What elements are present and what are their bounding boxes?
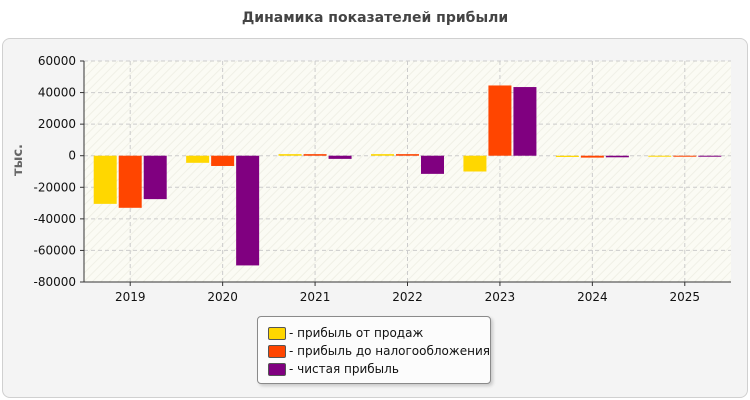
bar	[421, 155, 444, 174]
bar	[673, 155, 697, 157]
bar	[513, 87, 537, 156]
bar	[328, 155, 352, 159]
bar	[186, 155, 210, 163]
bar	[605, 155, 629, 158]
legend-item: - прибыль от продаж	[268, 324, 423, 342]
x-tick-label: 2020	[207, 290, 238, 304]
bar	[118, 155, 142, 208]
y-tick-label: 20000	[38, 117, 76, 131]
legend-swatch-sales	[268, 326, 286, 340]
bar	[555, 155, 579, 157]
y-tick-label: 40000	[38, 86, 76, 100]
bar	[278, 154, 302, 156]
bar	[698, 155, 722, 157]
axes	[80, 60, 731, 286]
x-tick-label: 2021	[300, 290, 331, 304]
y-axis-label: тыс.	[11, 144, 26, 176]
x-tick-label: 2025	[670, 290, 701, 304]
x-tick-label: 2024	[577, 290, 608, 304]
x-tick-label: 2023	[485, 290, 516, 304]
bar	[580, 155, 604, 158]
x-tick-label: 2019	[115, 290, 146, 304]
tick-labels: 60000 40000 20000 0 -20000 -40000 -60000 -80000…	[33, 54, 700, 304]
bar	[303, 154, 327, 156]
bar	[236, 155, 260, 266]
bar	[143, 155, 167, 200]
legend-swatch-pretax	[268, 344, 286, 358]
bar	[93, 155, 117, 204]
bar	[463, 155, 487, 172]
x-tick-label: 2022	[392, 290, 423, 304]
bar	[396, 154, 419, 156]
legend-label: - прибыль от продаж	[289, 326, 424, 340]
bars	[93, 85, 722, 266]
legend-label: - прибыль до налогообложения	[289, 344, 490, 358]
y-tick-label: -40000	[33, 212, 76, 226]
bar	[488, 85, 512, 156]
bar	[648, 155, 672, 157]
legend-label: - чистая прибыль	[289, 362, 399, 376]
chart-title: Динамика показателей прибыли	[241, 10, 509, 26]
y-tick-label: -20000	[33, 180, 76, 194]
y-tick-label: -60000	[33, 243, 76, 257]
y-tick-label: 0	[68, 149, 76, 163]
legend: - прибыль от продаж - прибыль до налогоо…	[257, 316, 491, 384]
bar	[371, 154, 394, 156]
bar	[211, 155, 235, 166]
legend-item: - чистая прибыль	[268, 360, 399, 378]
y-tick-label: -80000	[33, 275, 76, 289]
legend-item: - прибыль до налогообложения	[268, 342, 490, 360]
legend-swatch-net	[268, 362, 286, 376]
plot-area	[84, 61, 731, 282]
y-tick-label: 60000	[38, 54, 76, 68]
